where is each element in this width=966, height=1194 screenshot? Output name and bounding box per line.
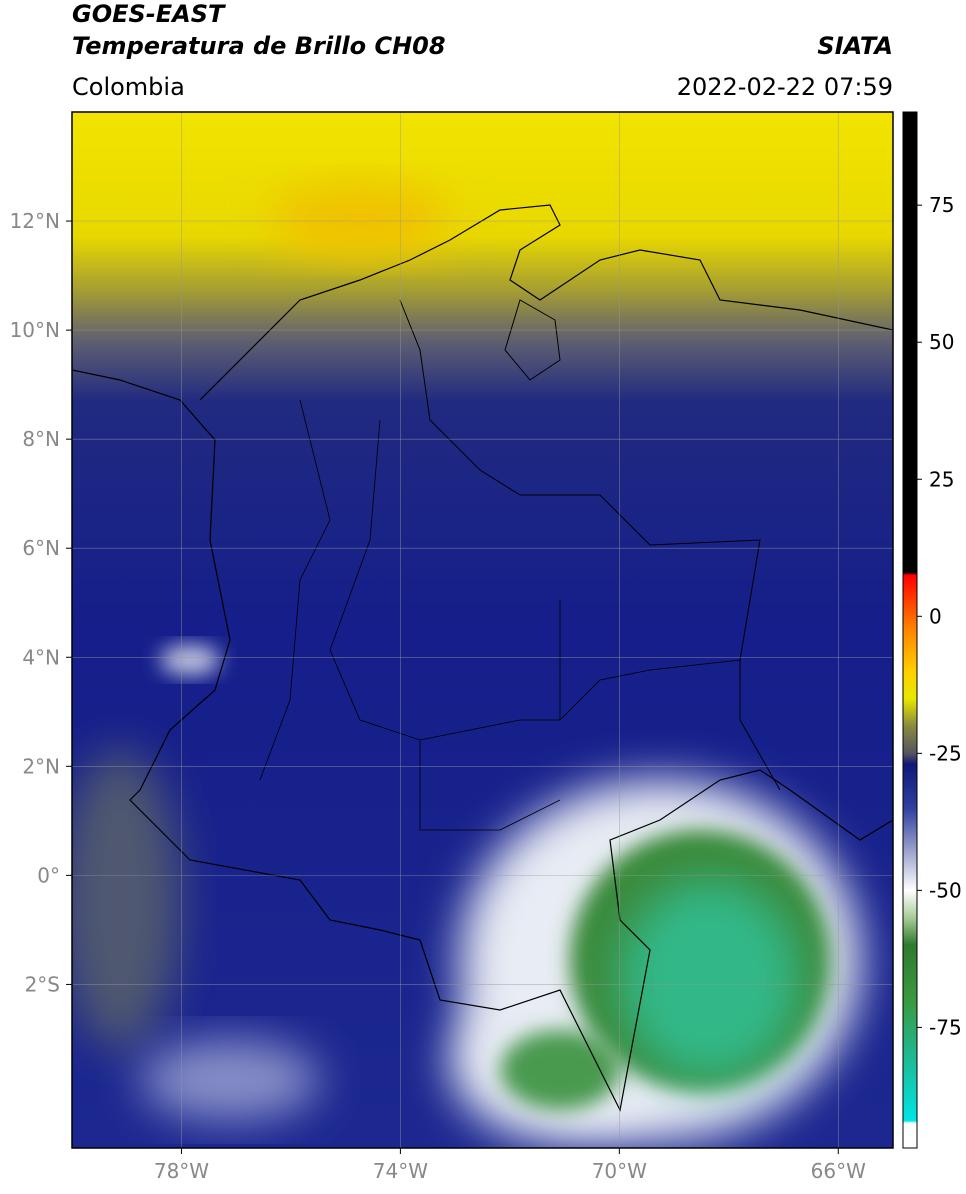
title: GOES-EAST: [72, 0, 226, 28]
y-tick-label: 2°N: [22, 754, 60, 778]
map-frame: [71, 111, 894, 1149]
y-tick-label: 4°N: [22, 645, 60, 669]
subtitle: Temperatura de Brillo CH08: [72, 32, 446, 60]
satellite-image: [72, 112, 893, 1148]
y-tick-label: 0°: [37, 863, 60, 887]
region: Colombia: [72, 73, 185, 101]
source: SIATA: [817, 32, 893, 60]
colorbar-tick-label: 50: [929, 330, 954, 354]
colorbar-tick-label: 0: [929, 604, 942, 628]
colorbar-tick-label: 75: [929, 193, 954, 217]
x-tick-label: 74°W: [373, 1159, 428, 1183]
y-tick-label: 6°N: [22, 536, 60, 560]
y-tick-label: 12°N: [10, 209, 60, 233]
y-tick-label: 2°S: [25, 972, 60, 996]
colorbar-tick-label: -25: [929, 741, 962, 765]
y-tick-label: 8°N: [22, 427, 60, 451]
colorbar-tick-label: -50: [929, 878, 962, 902]
x-tick-label: 70°W: [592, 1159, 647, 1183]
datetime: 2022-02-22 07:59: [677, 73, 893, 101]
x-tick-label: 78°W: [154, 1159, 209, 1183]
colorbar: [902, 111, 918, 1149]
y-tick-label: 10°N: [10, 318, 60, 342]
colorbar-tick-label: -75: [929, 1015, 962, 1039]
colorbar-tick-label: 25: [929, 467, 954, 491]
x-tick-label: 66°W: [811, 1159, 866, 1183]
